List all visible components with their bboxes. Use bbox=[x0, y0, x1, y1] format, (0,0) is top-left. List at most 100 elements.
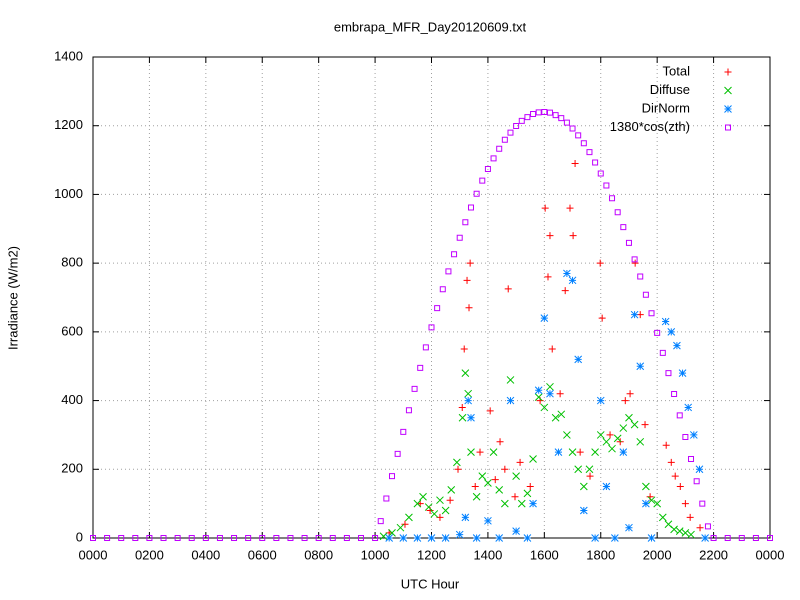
data-point bbox=[529, 499, 537, 508]
data-point bbox=[396, 523, 405, 532]
data-point bbox=[516, 458, 524, 466]
data-point bbox=[671, 391, 678, 398]
data-point bbox=[665, 370, 672, 377]
y-tick-label: 1200 bbox=[54, 117, 83, 132]
data-point bbox=[506, 376, 515, 384]
data-point bbox=[513, 123, 520, 130]
data-point bbox=[554, 448, 563, 456]
data-point bbox=[456, 234, 463, 241]
data-point bbox=[681, 500, 689, 508]
data-point bbox=[465, 304, 473, 312]
data-point bbox=[687, 530, 695, 539]
data-point bbox=[534, 386, 543, 395]
data-point bbox=[490, 155, 497, 162]
data-point bbox=[188, 535, 195, 541]
data-point bbox=[464, 396, 473, 405]
data-point bbox=[436, 496, 444, 505]
data-point bbox=[580, 140, 587, 147]
data-point bbox=[401, 520, 409, 528]
data-point bbox=[301, 535, 308, 541]
data-point bbox=[439, 286, 446, 293]
data-point bbox=[471, 482, 479, 490]
x-tick-label: 1800 bbox=[586, 547, 615, 562]
data-point bbox=[495, 486, 504, 494]
data-point bbox=[500, 499, 509, 508]
data-point bbox=[611, 534, 619, 542]
data-point bbox=[585, 465, 594, 474]
y-axis-label: Irradiance (W/m2) bbox=[5, 246, 20, 350]
data-point bbox=[724, 535, 731, 541]
data-point bbox=[343, 535, 350, 541]
data-point bbox=[146, 535, 153, 541]
data-point bbox=[315, 535, 322, 541]
data-point bbox=[287, 535, 294, 541]
x-tick-label: 1000 bbox=[361, 547, 390, 562]
data-point bbox=[613, 434, 622, 443]
data-point bbox=[523, 489, 532, 498]
data-point bbox=[596, 259, 604, 267]
data-point bbox=[372, 535, 379, 541]
data-point bbox=[653, 499, 662, 508]
data-point bbox=[389, 473, 396, 480]
data-point bbox=[467, 448, 475, 456]
legend-swatch bbox=[724, 105, 732, 113]
data-point bbox=[446, 496, 454, 504]
data-point bbox=[637, 273, 644, 280]
data-point bbox=[478, 472, 487, 481]
data-point bbox=[511, 493, 519, 501]
legend-swatch bbox=[724, 86, 732, 95]
data-point bbox=[484, 479, 492, 487]
data-point bbox=[534, 393, 543, 401]
data-point bbox=[673, 341, 681, 350]
x-tick-label: 0200 bbox=[135, 547, 164, 562]
data-point bbox=[625, 523, 633, 532]
data-point bbox=[464, 389, 473, 398]
x-tick-label: 1400 bbox=[473, 547, 502, 562]
data-point bbox=[472, 492, 481, 501]
data-point bbox=[602, 482, 611, 491]
data-point bbox=[357, 535, 364, 541]
data-point bbox=[642, 482, 650, 491]
data-point bbox=[462, 219, 469, 226]
data-point bbox=[642, 291, 649, 298]
data-point bbox=[667, 458, 675, 466]
data-point bbox=[405, 513, 413, 522]
data-point bbox=[696, 524, 704, 532]
data-point bbox=[422, 344, 429, 351]
x-tick-label: 0400 bbox=[191, 547, 220, 562]
data-point bbox=[496, 145, 503, 152]
data-point bbox=[631, 256, 638, 263]
data-point bbox=[569, 232, 577, 240]
data-point bbox=[472, 534, 481, 542]
data-point bbox=[636, 437, 645, 446]
data-point bbox=[552, 112, 559, 119]
data-point bbox=[579, 482, 588, 491]
data-point bbox=[614, 209, 621, 216]
data-point bbox=[591, 534, 599, 542]
data-point bbox=[546, 109, 553, 116]
data-point bbox=[689, 431, 698, 439]
data-point bbox=[377, 518, 384, 525]
data-point bbox=[427, 534, 436, 542]
y-tick-label: 600 bbox=[61, 323, 83, 338]
data-point bbox=[90, 535, 96, 541]
data-point bbox=[541, 108, 548, 115]
data-point bbox=[405, 407, 412, 414]
data-point bbox=[566, 204, 574, 212]
data-point bbox=[619, 424, 628, 432]
data-point bbox=[630, 310, 639, 319]
data-point bbox=[479, 177, 486, 184]
data-point bbox=[434, 305, 441, 312]
legend-label: 1380*cos(zth) bbox=[610, 119, 690, 134]
data-point bbox=[603, 182, 610, 189]
data-point bbox=[466, 259, 474, 267]
data-point bbox=[523, 534, 532, 542]
data-point bbox=[693, 478, 700, 485]
data-point bbox=[400, 428, 407, 435]
data-point bbox=[496, 438, 504, 446]
x-tick-label: 2000 bbox=[643, 547, 672, 562]
data-point bbox=[571, 160, 579, 168]
data-point bbox=[460, 345, 468, 353]
data-point bbox=[526, 482, 534, 490]
data-point bbox=[445, 268, 452, 275]
